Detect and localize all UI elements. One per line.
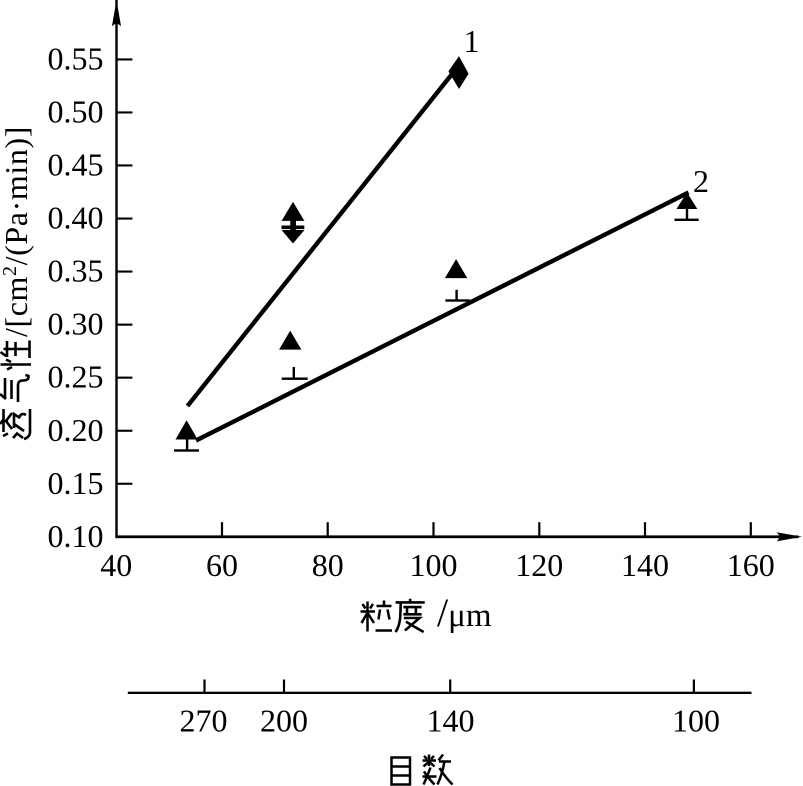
- svg-text:0.10: 0.10: [48, 518, 104, 554]
- svg-text:0.40: 0.40: [48, 200, 104, 236]
- svg-text:0.30: 0.30: [48, 306, 104, 342]
- svg-text:0.45: 0.45: [48, 147, 104, 183]
- svg-text:0.25: 0.25: [48, 359, 104, 395]
- svg-text:40: 40: [100, 547, 132, 583]
- svg-text:80: 80: [312, 547, 344, 583]
- svg-text:/[cm2/(Pa·min)]: /[cm2/(Pa·min)]: [0, 126, 34, 337]
- svg-text:200: 200: [260, 703, 308, 739]
- svg-text:100: 100: [672, 703, 720, 739]
- svg-text:140: 140: [427, 703, 475, 739]
- svg-text:120: 120: [515, 547, 563, 583]
- svg-text:160: 160: [727, 547, 775, 583]
- svg-text:0.15: 0.15: [48, 465, 104, 501]
- svg-text:0.20: 0.20: [48, 412, 104, 448]
- svg-text:0.55: 0.55: [48, 41, 104, 77]
- svg-text:0.35: 0.35: [48, 253, 104, 289]
- svg-text:/μm: /μm: [437, 590, 492, 635]
- svg-text:60: 60: [206, 547, 238, 583]
- svg-text:0.50: 0.50: [48, 94, 104, 130]
- svg-text:140: 140: [621, 547, 669, 583]
- svg-text:2: 2: [693, 163, 709, 199]
- svg-text:1: 1: [464, 23, 480, 59]
- svg-text:100: 100: [410, 547, 458, 583]
- svg-text:270: 270: [180, 703, 228, 739]
